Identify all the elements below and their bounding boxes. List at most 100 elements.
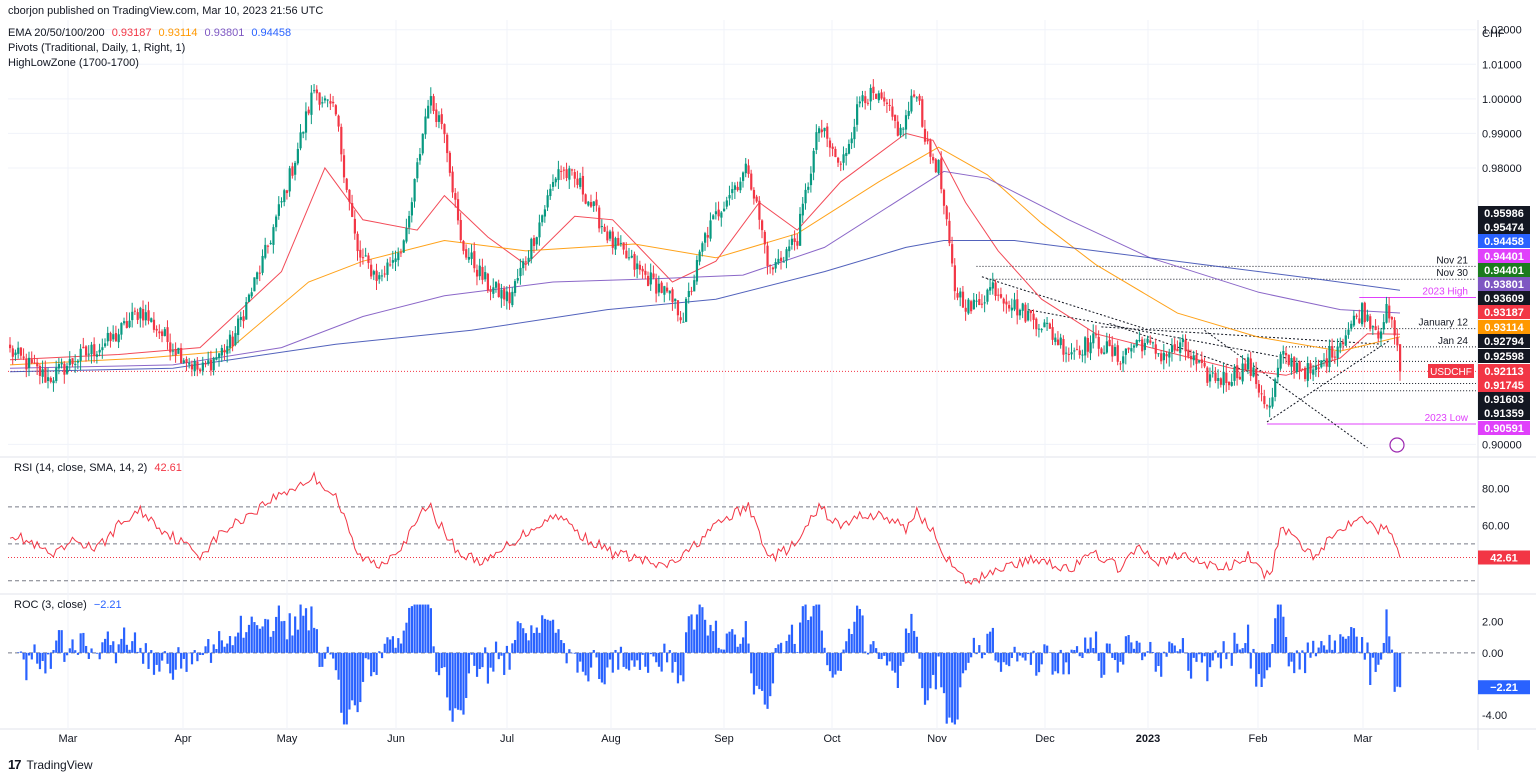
candle-body (1189, 355, 1193, 360)
roc-bar (408, 607, 411, 653)
candle-body (516, 278, 519, 281)
roc-bar (440, 652, 443, 669)
candle-body (68, 359, 71, 366)
roc-bar (410, 606, 413, 653)
price-axis[interactable]: 1.02000 1.01000 1.00000 0.99000 0.98000 0.900… (1428, 25, 1530, 452)
roc-bar (413, 604, 416, 653)
roc-bar (329, 652, 332, 655)
candle-body (451, 171, 454, 193)
candle-body (788, 246, 791, 252)
candle-body (875, 93, 878, 99)
roc-bar (462, 652, 465, 715)
highlow-legend[interactable]: HighLowZone (1700-1700) (8, 57, 139, 69)
roc-tick-label: 0.00 (1482, 648, 1503, 660)
roc-bar (1010, 652, 1013, 658)
roc-bar (1195, 652, 1198, 662)
roc-bar (771, 652, 775, 684)
roc-bar (747, 643, 750, 653)
roc-bar (940, 652, 943, 688)
candle-body (117, 334, 120, 343)
candle-body (983, 302, 986, 304)
candle-body (538, 222, 541, 238)
candle-body (212, 357, 215, 371)
candle-body (1165, 354, 1168, 357)
roc-bar (1284, 636, 1288, 653)
candle-body (370, 264, 373, 277)
roc-bar (104, 638, 107, 653)
candle-body (1054, 337, 1057, 342)
candle-body (910, 95, 913, 112)
candle-body (1008, 305, 1011, 309)
price-tag-label: 0.95986 (1484, 208, 1524, 220)
candle-body (109, 332, 112, 342)
roc-bar (1092, 648, 1095, 653)
time-axis[interactable]: Mar Apr May Jun Jul Aug Sep Oct Nov Dec 2023 Feb Mar (59, 733, 1373, 745)
roc-bar (234, 636, 237, 653)
roc-bar (684, 632, 688, 653)
price-tag: 0.92598 (1478, 349, 1530, 363)
roc-bar (752, 652, 756, 695)
candle-body (166, 327, 169, 343)
candle-body (690, 290, 693, 292)
roc-bar (218, 631, 221, 653)
rsi-legend[interactable]: RSI (14, close, SMA, 14, 2) 42.61 (14, 462, 182, 474)
roc-bar (942, 652, 946, 694)
roc-bar (1208, 652, 1212, 668)
pivots-legend[interactable]: Pivots (Traditional, Daily, 1, Right, 1) (8, 42, 186, 54)
roc-bar (1151, 651, 1155, 653)
roc-bar (538, 632, 541, 653)
roc-bar (315, 629, 318, 653)
candle-body (383, 273, 386, 275)
roc-bar (424, 604, 427, 653)
roc-bar (185, 652, 188, 672)
roc-bar (869, 644, 872, 653)
roc-bar (1260, 652, 1263, 688)
roc-bar (864, 651, 867, 653)
roc-bar (223, 646, 226, 653)
roc-bar (780, 642, 783, 653)
candle-body (975, 300, 978, 302)
candle-body (114, 332, 118, 342)
roc-bar (972, 637, 975, 653)
candle-body (1333, 356, 1337, 358)
candle-body (853, 126, 856, 140)
roc-bar (937, 652, 940, 657)
roc-bar (275, 616, 278, 653)
roc-bar (193, 650, 196, 653)
roc-bar (1317, 647, 1320, 653)
candle-body (1312, 369, 1315, 375)
roc-bar (1181, 638, 1185, 653)
candle-body (622, 242, 625, 250)
roc-bar (1333, 640, 1337, 653)
candle-body (1100, 348, 1103, 354)
candle-body (619, 242, 623, 244)
roc-bar (304, 608, 308, 653)
roc-bar (55, 640, 58, 653)
roc-legend[interactable]: ROC (3, close) −2.21 (14, 599, 122, 611)
roc-bar (1051, 652, 1054, 675)
brand[interactable]: 17 TradingView (8, 757, 93, 772)
roc-bar (856, 605, 859, 653)
candle-body (416, 162, 419, 179)
candle-body (256, 272, 259, 280)
candle-body (997, 294, 1000, 296)
roc-bar (839, 652, 842, 671)
roc-bar (994, 652, 997, 661)
candle-body (196, 361, 199, 370)
candle-body (978, 299, 981, 306)
roc-bar (896, 652, 899, 688)
ema-legend[interactable]: EMA 20/50/100/200 0.93187 0.93114 0.9380… (8, 27, 291, 39)
roc-bar (663, 643, 666, 653)
candle-body (313, 90, 316, 92)
candle-body (701, 243, 704, 252)
roc-bar (242, 637, 245, 653)
roc-bar (28, 652, 31, 656)
candle-body (1298, 361, 1301, 372)
roc-bar (999, 652, 1003, 672)
roc-bar (443, 652, 446, 668)
candle-body (1010, 307, 1013, 311)
roc-bar (1113, 652, 1117, 661)
candle-body (717, 209, 720, 217)
roc-bar (402, 630, 405, 653)
